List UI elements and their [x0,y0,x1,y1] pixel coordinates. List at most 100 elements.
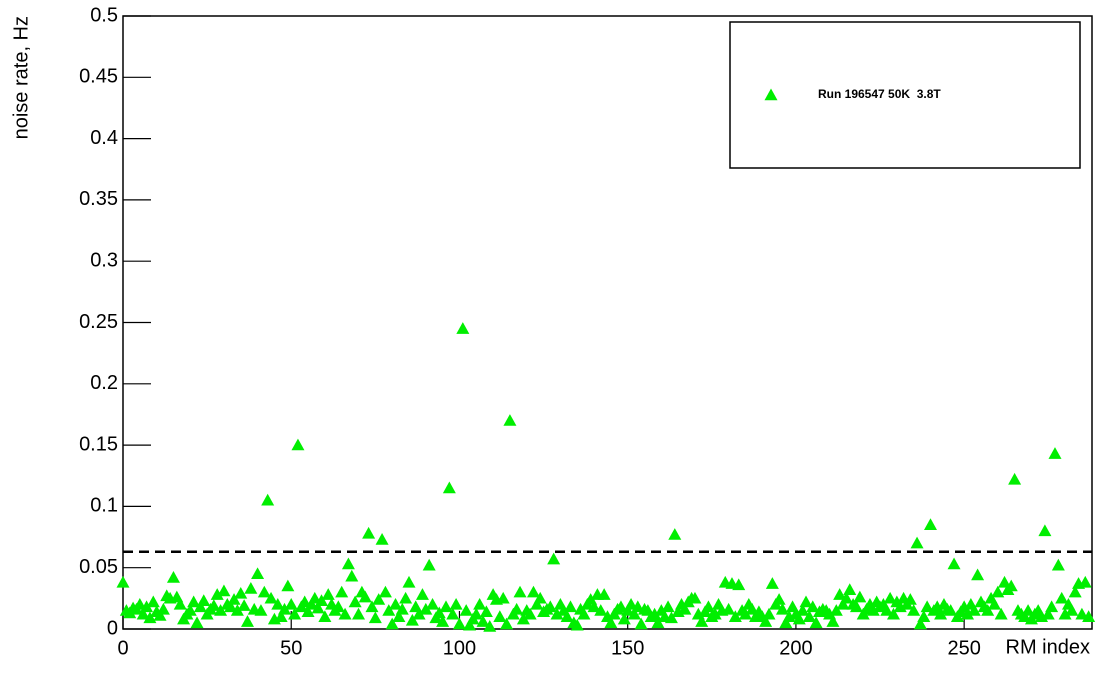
data-point [1045,600,1059,613]
data-point [701,600,715,613]
data-point [476,615,490,627]
data-point [762,607,776,620]
data-point [678,602,692,615]
data-point [994,607,1008,620]
data-point [651,616,665,629]
data-point [341,557,355,570]
data-point [1008,472,1022,485]
data-point [634,617,648,630]
data-point [446,607,460,620]
data-point [708,607,722,620]
data-point [597,588,611,600]
data-point [1021,604,1035,616]
data-point [728,610,742,622]
data-point [1065,604,1079,616]
data-point [331,600,345,613]
data-point [479,605,493,618]
data-point [237,599,251,611]
data-point [513,585,527,598]
data-point [547,552,561,565]
data-point [116,575,130,588]
data-point [836,597,850,610]
data-point [183,604,197,616]
data-point [732,578,746,591]
data-point [648,607,662,620]
x-tick-label: 100 [443,637,476,659]
data-point [436,615,450,627]
data-point [961,607,975,620]
data-point [240,615,254,627]
data-point [146,595,160,608]
y-tick-label: 0 [107,617,118,639]
data-point [278,602,291,615]
data-point [523,607,537,620]
data-point [301,605,315,618]
data-point [419,602,433,615]
data-point [913,617,927,630]
data-point [621,604,635,616]
data-point [1038,524,1052,537]
data-point [853,590,867,603]
data-point [395,602,409,615]
data-point [459,604,473,616]
data-point [1082,610,1096,622]
data-point [947,557,961,570]
data-point [254,604,268,616]
data-point [365,600,379,613]
data-point [617,612,631,625]
data-point [779,616,793,629]
data-point [903,593,917,605]
data-point [722,602,736,615]
data-point [775,602,789,615]
data-point [981,604,995,616]
data-point [399,591,413,604]
data-point [802,610,816,622]
data-point [335,585,349,598]
data-point [311,601,325,614]
x-tick-label: 0 [117,637,128,659]
data-point [829,604,843,616]
data-point [883,591,897,604]
data-point [550,607,564,620]
data-point [405,613,419,626]
data-point [991,585,1005,598]
data-point [765,577,779,589]
data-point [759,615,773,627]
data-point [799,595,813,608]
data-point [264,591,278,604]
y-tick-label: 0.1 [90,495,118,517]
data-point [456,322,470,334]
data-point [224,600,238,613]
data-point [570,618,584,631]
data-point [415,588,429,600]
y-tick-label: 0.45 [79,66,118,88]
data-point [587,600,601,613]
data-point [1004,579,1018,592]
data-point [500,617,514,630]
data-point [772,593,786,605]
data-point [469,607,483,620]
data-point [843,583,857,595]
data-point [315,594,329,607]
data-point [271,597,285,610]
data-point [227,593,241,605]
data-point [304,597,318,610]
data-point [944,604,958,616]
data-point [166,571,180,583]
data-point [432,606,446,619]
data-point [449,597,463,610]
data-point [796,604,810,616]
data-point [738,607,752,620]
data-point [924,518,937,530]
data-point [190,616,204,629]
data-point [530,597,544,610]
y-tick-label: 0.25 [79,311,118,333]
data-point [284,597,298,610]
data-point [288,607,302,620]
data-point [563,600,577,613]
data-point [917,610,931,622]
data-point [140,600,154,613]
data-point [614,600,628,613]
data-point [920,600,934,613]
